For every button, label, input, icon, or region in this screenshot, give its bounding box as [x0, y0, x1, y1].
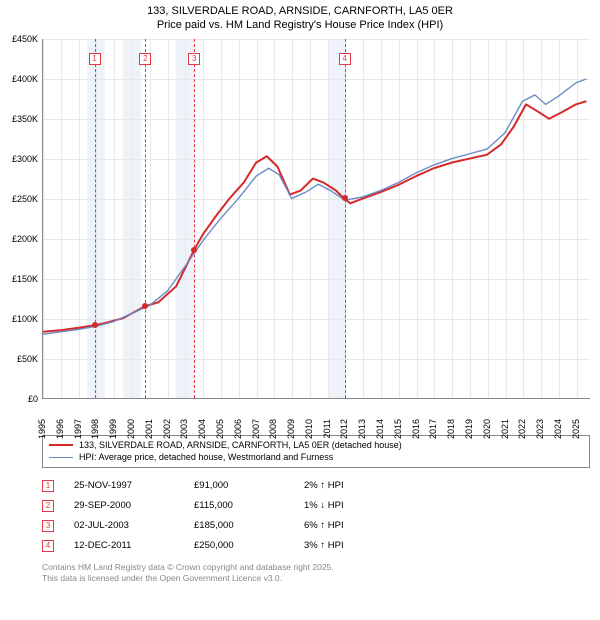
- y-tick-label: £0: [28, 394, 38, 404]
- chart-title: 133, SILVERDALE ROAD, ARNSIDE, CARNFORTH…: [0, 0, 600, 33]
- y-tick-label: £400K: [12, 74, 38, 84]
- x-tick-label: 2014: [375, 419, 385, 439]
- x-tick-label: 2016: [411, 419, 421, 439]
- x-tick-label: 2003: [179, 419, 189, 439]
- sale-marker-box: 3: [188, 53, 200, 65]
- sales-row-marker: 1: [42, 480, 54, 492]
- x-tick-label: 2012: [339, 419, 349, 439]
- sale-dot: [342, 195, 348, 201]
- sales-row-delta: 2% ↑ HPI: [304, 480, 424, 491]
- legend: 133, SILVERDALE ROAD, ARNSIDE, CARNFORTH…: [42, 435, 590, 468]
- sales-row-marker: 3: [42, 520, 54, 532]
- x-tick-label: 1996: [55, 419, 65, 439]
- sales-row: 1 25-NOV-1997 £91,000 2% ↑ HPI: [42, 476, 590, 496]
- x-axis: 1995199619971998199920002001200220032004…: [42, 399, 590, 429]
- x-tick-label: 2004: [197, 419, 207, 439]
- legend-row: 133, SILVERDALE ROAD, ARNSIDE, CARNFORTH…: [49, 439, 583, 452]
- legend-row: HPI: Average price, detached house, West…: [49, 451, 583, 464]
- y-tick-label: £150K: [12, 274, 38, 284]
- sale-marker-box: 4: [339, 53, 351, 65]
- y-tick-label: £350K: [12, 114, 38, 124]
- x-tick-label: 1995: [37, 419, 47, 439]
- x-tick-label: 1997: [73, 419, 83, 439]
- x-tick-label: 2021: [500, 419, 510, 439]
- x-tick-label: 2001: [144, 419, 154, 439]
- chart-area: £0 £50K £100K £150K £200K £250K £300K £350K £400…: [0, 39, 600, 429]
- sales-row: 2 29-SEP-2000 £115,000 1% ↓ HPI: [42, 496, 590, 516]
- line-series-svg: [43, 39, 590, 398]
- sales-row-date: 25-NOV-1997: [74, 480, 184, 491]
- x-tick-label: 2018: [446, 419, 456, 439]
- x-tick-label: 2013: [357, 419, 367, 439]
- sales-row-price: £115,000: [194, 500, 294, 511]
- legend-label: 133, SILVERDALE ROAD, ARNSIDE, CARNFORTH…: [79, 439, 402, 452]
- x-tick-label: 2011: [322, 419, 332, 438]
- sales-row-date: 29-SEP-2000: [74, 500, 184, 511]
- sale-dot: [92, 322, 98, 328]
- x-tick-label: 2019: [464, 419, 474, 439]
- title-line-2: Price paid vs. HM Land Registry's House …: [0, 18, 600, 32]
- x-tick-label: 2017: [428, 419, 438, 439]
- x-tick-label: 2025: [571, 419, 581, 439]
- footer-line-1: Contains HM Land Registry data © Crown c…: [42, 562, 590, 573]
- title-line-1: 133, SILVERDALE ROAD, ARNSIDE, CARNFORTH…: [0, 4, 600, 18]
- x-tick-label: 2010: [304, 419, 314, 439]
- series-hpi: [43, 78, 586, 333]
- x-tick-label: 2007: [251, 419, 261, 439]
- y-tick-label: £100K: [12, 314, 38, 324]
- plot-region: 1 2 3 4: [42, 39, 590, 399]
- sale-marker-box: 2: [139, 53, 151, 65]
- sales-row-delta: 6% ↑ HPI: [304, 520, 424, 531]
- sales-row-price: £250,000: [194, 540, 294, 551]
- sales-row-delta: 1% ↓ HPI: [304, 500, 424, 511]
- sales-row-date: 02-JUL-2003: [74, 520, 184, 531]
- sales-row-price: £91,000: [194, 480, 294, 491]
- y-axis: £0£50K£100K£150K£200K£250K£300K£350K£400…: [0, 39, 42, 399]
- x-tick-label: 2000: [126, 419, 136, 439]
- x-tick-label: 2023: [535, 419, 545, 439]
- y-tick-label: £200K: [12, 234, 38, 244]
- x-tick-label: 2024: [553, 419, 563, 439]
- y-tick-label: £50K: [17, 354, 38, 364]
- x-tick-label: 2008: [268, 419, 278, 439]
- sales-row: 4 12-DEC-2011 £250,000 3% ↑ HPI: [42, 536, 590, 556]
- x-tick-label: 2002: [162, 419, 172, 439]
- sale-marker-box: 1: [89, 53, 101, 65]
- x-tick-label: 2006: [233, 419, 243, 439]
- sales-table: 1 25-NOV-1997 £91,000 2% ↑ HPI 2 29-SEP-2000 £…: [42, 476, 590, 556]
- sales-row-price: £185,000: [194, 520, 294, 531]
- footer: Contains HM Land Registry data © Crown c…: [42, 562, 590, 584]
- sale-dot: [191, 247, 197, 253]
- x-tick-label: 1999: [108, 419, 118, 439]
- x-tick-label: 2005: [215, 419, 225, 439]
- x-tick-label: 1998: [90, 419, 100, 439]
- x-tick-label: 2015: [393, 419, 403, 439]
- legend-label: HPI: Average price, detached house, West…: [79, 451, 333, 464]
- legend-swatch: [49, 444, 73, 446]
- sales-row-marker: 2: [42, 500, 54, 512]
- x-tick-label: 2009: [286, 419, 296, 439]
- x-tick-label: 2020: [482, 419, 492, 439]
- sales-row-delta: 3% ↑ HPI: [304, 540, 424, 551]
- sales-row-date: 12-DEC-2011: [74, 540, 184, 551]
- sales-row-marker: 4: [42, 540, 54, 552]
- y-tick-label: £300K: [12, 154, 38, 164]
- sales-row: 3 02-JUL-2003 £185,000 6% ↑ HPI: [42, 516, 590, 536]
- sale-dot: [142, 303, 148, 309]
- series-price_paid: [43, 101, 586, 332]
- footer-line-2: This data is licensed under the Open Gov…: [42, 573, 590, 584]
- legend-swatch: [49, 457, 73, 458]
- y-tick-label: £250K: [12, 194, 38, 204]
- y-tick-label: £450K: [12, 34, 38, 44]
- x-tick-label: 2022: [517, 419, 527, 439]
